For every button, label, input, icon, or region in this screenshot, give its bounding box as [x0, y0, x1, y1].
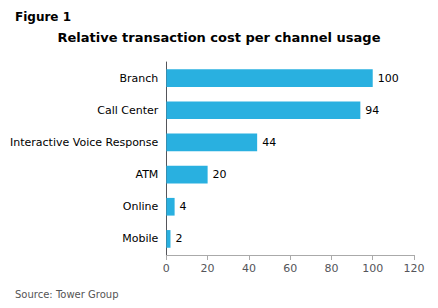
svg-text:Branch: Branch — [120, 72, 159, 85]
svg-text:Relative transaction cost per: Relative transaction cost per channel us… — [58, 30, 381, 45]
svg-text:2: 2 — [175, 232, 182, 245]
svg-text:44: 44 — [262, 136, 276, 149]
svg-text:4: 4 — [180, 200, 187, 213]
svg-text:0: 0 — [163, 262, 170, 275]
svg-text:Call Center: Call Center — [97, 104, 159, 117]
svg-text:Online: Online — [123, 200, 159, 213]
svg-text:Mobile: Mobile — [122, 232, 158, 245]
svg-text:Source: Tower Group: Source: Tower Group — [15, 289, 119, 300]
svg-text:60: 60 — [283, 262, 297, 275]
svg-text:80: 80 — [324, 262, 338, 275]
svg-text:ATM: ATM — [135, 168, 158, 181]
svg-text:40: 40 — [242, 262, 256, 275]
svg-text:20: 20 — [201, 262, 215, 275]
svg-text:94: 94 — [365, 104, 379, 117]
svg-text:120: 120 — [404, 262, 425, 275]
svg-text:Figure 1: Figure 1 — [15, 10, 71, 24]
svg-text:100: 100 — [362, 262, 383, 275]
svg-text:100: 100 — [378, 72, 399, 85]
svg-text:Interactive Voice Response: Interactive Voice Response — [10, 136, 159, 149]
svg-text:20: 20 — [213, 168, 227, 181]
